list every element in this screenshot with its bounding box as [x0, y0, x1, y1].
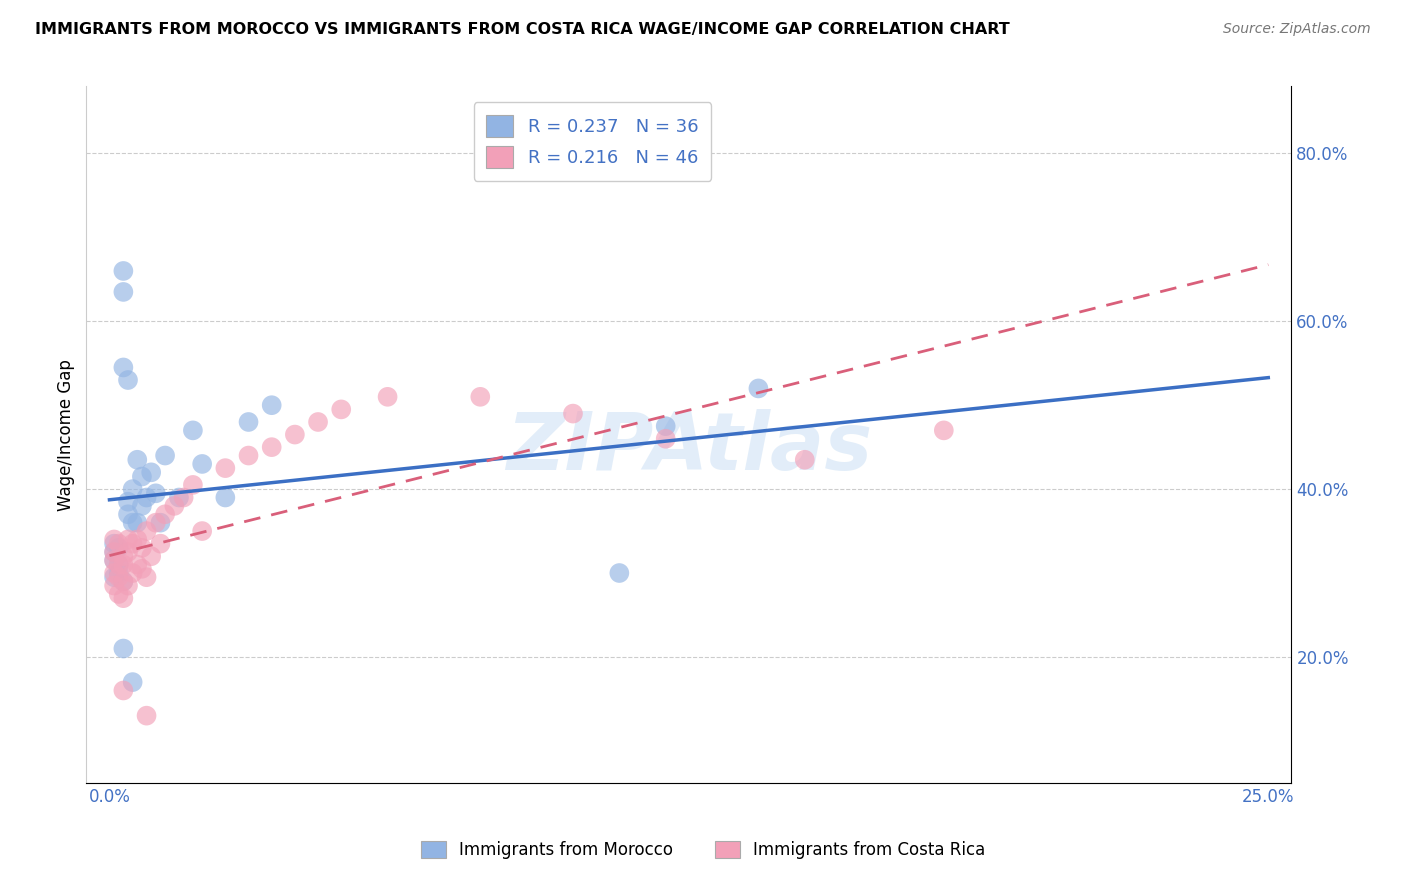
- Point: [107, 570, 129, 584]
- Point: [103, 570, 125, 584]
- Point: [131, 562, 153, 576]
- Point: [112, 558, 135, 572]
- Point: [145, 486, 167, 500]
- Point: [191, 524, 214, 538]
- Point: [135, 708, 157, 723]
- Point: [112, 549, 135, 564]
- Point: [167, 491, 190, 505]
- Point: [117, 533, 139, 547]
- Point: [307, 415, 329, 429]
- Point: [127, 452, 149, 467]
- Point: [214, 461, 236, 475]
- Text: ZIPAtlas: ZIPAtlas: [506, 409, 872, 488]
- Text: IMMIGRANTS FROM MOROCCO VS IMMIGRANTS FROM COSTA RICA WAGE/INCOME GAP CORRELATIO: IMMIGRANTS FROM MOROCCO VS IMMIGRANTS FR…: [35, 22, 1010, 37]
- Point: [793, 452, 815, 467]
- Point: [112, 574, 135, 589]
- Point: [107, 536, 129, 550]
- Point: [117, 545, 139, 559]
- Point: [260, 440, 283, 454]
- Point: [131, 499, 153, 513]
- Point: [153, 449, 176, 463]
- Point: [117, 579, 139, 593]
- Point: [121, 536, 143, 550]
- Point: [163, 499, 186, 513]
- Point: [562, 407, 585, 421]
- Point: [117, 373, 139, 387]
- Point: [260, 398, 283, 412]
- Point: [112, 360, 135, 375]
- Point: [131, 541, 153, 555]
- Point: [238, 415, 260, 429]
- Point: [121, 675, 143, 690]
- Point: [121, 516, 143, 530]
- Point: [103, 545, 125, 559]
- Point: [149, 516, 172, 530]
- Point: [103, 579, 125, 593]
- Point: [654, 432, 676, 446]
- Legend: R = 0.237   N = 36, R = 0.216   N = 46: R = 0.237 N = 36, R = 0.216 N = 46: [474, 103, 711, 181]
- Point: [112, 264, 135, 278]
- Point: [103, 566, 125, 580]
- Point: [103, 553, 125, 567]
- Point: [112, 285, 135, 299]
- Point: [135, 524, 157, 538]
- Point: [135, 491, 157, 505]
- Point: [107, 566, 129, 580]
- Point: [747, 381, 769, 395]
- Point: [214, 491, 236, 505]
- Point: [112, 591, 135, 606]
- Point: [107, 587, 129, 601]
- Point: [173, 491, 195, 505]
- Legend: Immigrants from Morocco, Immigrants from Costa Rica: Immigrants from Morocco, Immigrants from…: [413, 834, 993, 866]
- Point: [121, 482, 143, 496]
- Point: [117, 508, 139, 522]
- Point: [107, 558, 129, 572]
- Point: [103, 533, 125, 547]
- Point: [127, 516, 149, 530]
- Point: [141, 549, 163, 564]
- Point: [470, 390, 492, 404]
- Point: [238, 449, 260, 463]
- Point: [103, 553, 125, 567]
- Point: [112, 641, 135, 656]
- Point: [107, 558, 129, 572]
- Point: [149, 536, 172, 550]
- Point: [181, 478, 204, 492]
- Point: [145, 516, 167, 530]
- Point: [127, 533, 149, 547]
- Point: [609, 566, 631, 580]
- Point: [135, 570, 157, 584]
- Point: [117, 494, 139, 508]
- Point: [103, 536, 125, 550]
- Point: [103, 545, 125, 559]
- Point: [127, 558, 149, 572]
- Point: [153, 508, 176, 522]
- Point: [121, 566, 143, 580]
- Text: Source: ZipAtlas.com: Source: ZipAtlas.com: [1223, 22, 1371, 37]
- Point: [112, 683, 135, 698]
- Point: [112, 574, 135, 589]
- Point: [131, 469, 153, 483]
- Point: [284, 427, 307, 442]
- Point: [330, 402, 353, 417]
- Point: [654, 419, 676, 434]
- Point: [181, 423, 204, 437]
- Point: [191, 457, 214, 471]
- Point: [141, 466, 163, 480]
- Point: [377, 390, 399, 404]
- Point: [932, 423, 955, 437]
- Point: [107, 541, 129, 555]
- Y-axis label: Wage/Income Gap: Wage/Income Gap: [58, 359, 75, 510]
